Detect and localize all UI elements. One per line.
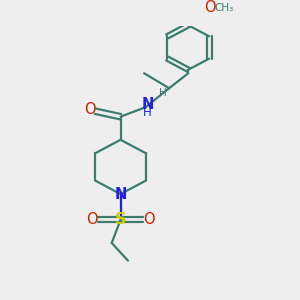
Text: S: S [115,212,126,227]
Text: H: H [143,106,152,119]
Text: O: O [204,0,216,15]
Text: O: O [86,212,98,227]
Text: CH₃: CH₃ [214,3,233,13]
Text: N: N [142,97,154,112]
Text: H: H [159,88,167,98]
Text: O: O [143,212,155,227]
Text: N: N [114,187,127,202]
Text: O: O [84,102,95,117]
